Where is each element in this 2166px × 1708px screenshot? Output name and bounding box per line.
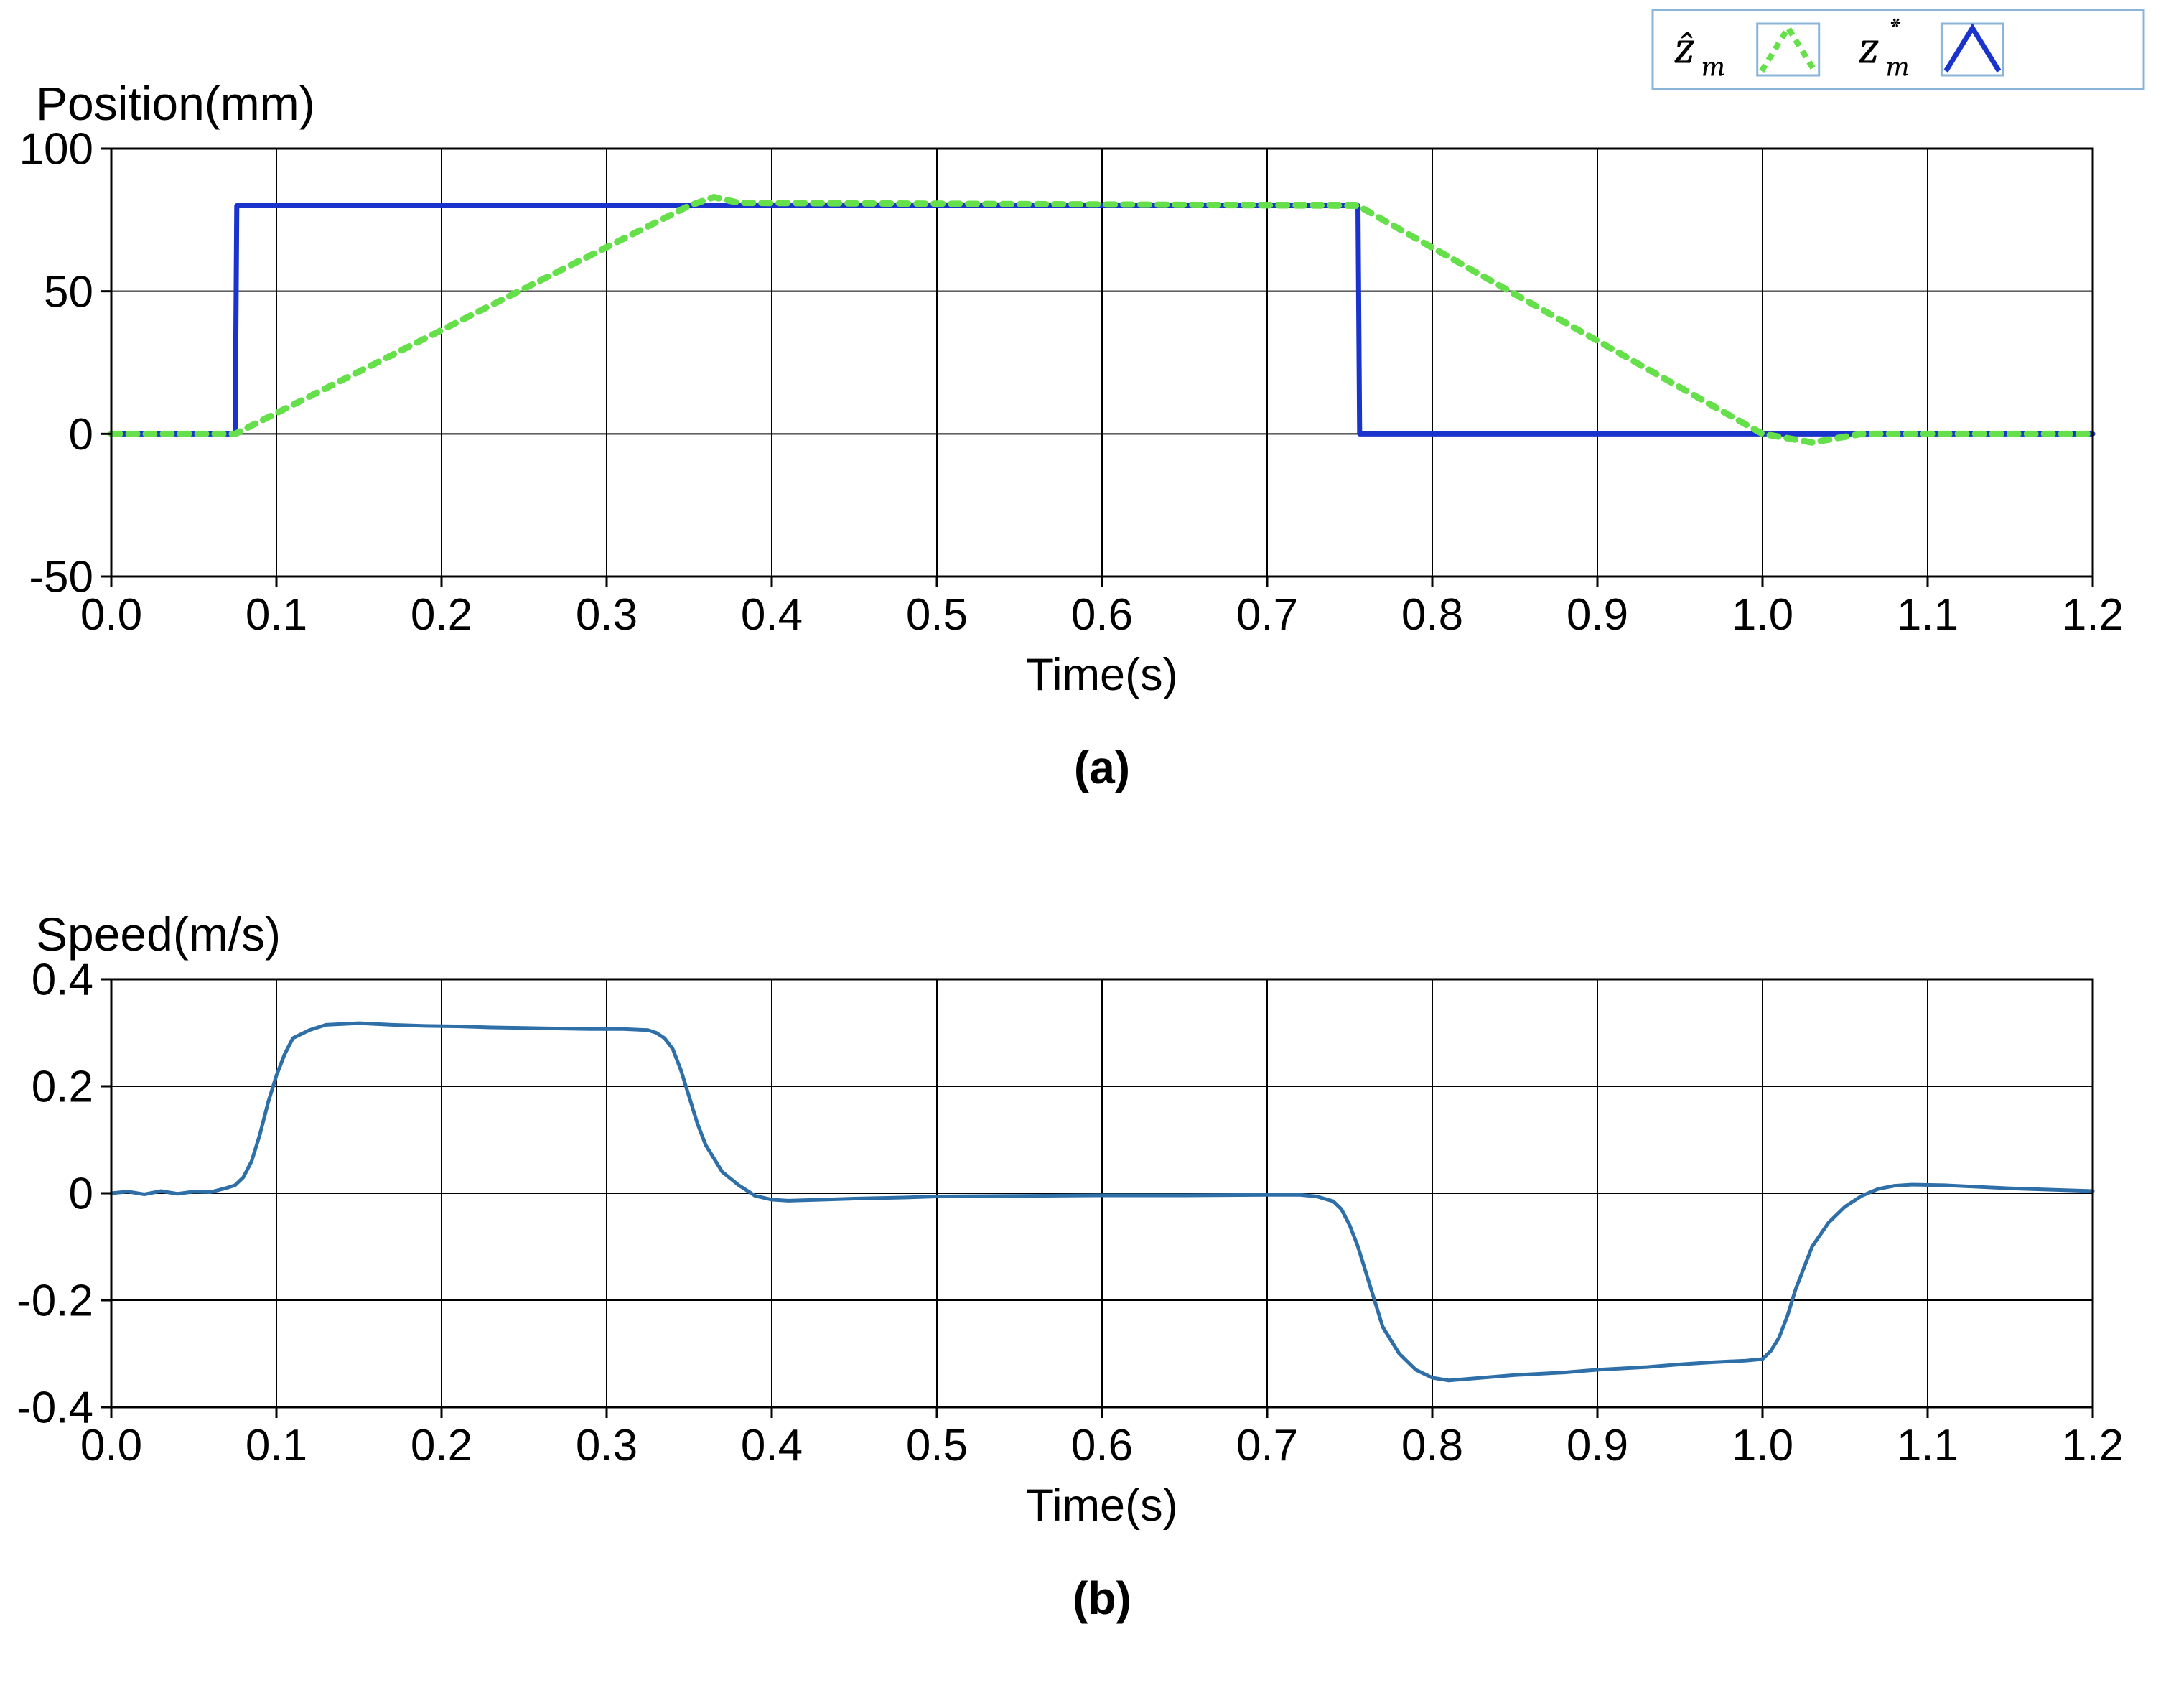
figure: 0.00.10.20.30.40.50.60.70.80.91.01.11.2-… xyxy=(0,0,2166,1708)
x-tick-label: 0.9 xyxy=(1567,590,1628,640)
legend-label: z xyxy=(1859,20,1880,75)
y-tick-label: 0.2 xyxy=(32,1063,93,1112)
x-tick-label: 0.6 xyxy=(1071,1421,1133,1470)
y-tick-label: -0.4 xyxy=(17,1383,93,1433)
x-tick-label: 1.2 xyxy=(2062,590,2124,640)
x-axis-label: Time(s) xyxy=(1026,650,1177,700)
x-tick-label: 0.3 xyxy=(576,1421,638,1470)
x-tick-label: 1.1 xyxy=(1897,1421,1959,1470)
legend-label: ẑ xyxy=(1674,20,1695,75)
x-tick-label: 0.7 xyxy=(1236,1421,1298,1470)
x-tick-label: 0.8 xyxy=(1401,590,1463,640)
x-tick-label: 1.0 xyxy=(1732,590,1793,640)
x-tick-label: 0.2 xyxy=(411,590,472,640)
y-tick-label: 100 xyxy=(19,125,93,174)
y-tick-label: 0.4 xyxy=(32,956,93,1005)
legend-label-sub: m xyxy=(1701,50,1725,83)
x-tick-label: 0.3 xyxy=(576,590,638,640)
x-tick-label: 0.6 xyxy=(1071,590,1133,640)
x-tick-label: 0.5 xyxy=(906,1421,968,1470)
x-tick-label: 0.9 xyxy=(1567,1421,1628,1470)
sub-label: (a) xyxy=(1074,742,1130,793)
x-tick-label: 0.4 xyxy=(741,1421,803,1470)
y-tick-label: 50 xyxy=(44,267,93,317)
sub-label: (b) xyxy=(1073,1572,1131,1624)
legend-label-sup: * xyxy=(1887,10,1901,49)
legend-label-sub: m xyxy=(1886,50,1910,83)
panel-title: Position(mm) xyxy=(36,77,315,130)
x-tick-label: 0.8 xyxy=(1401,1421,1463,1470)
y-tick-label: 0 xyxy=(69,1170,93,1219)
x-tick-label: 0.7 xyxy=(1236,590,1298,640)
x-tick-label: 0.2 xyxy=(411,1421,472,1470)
x-tick-label: 1.2 xyxy=(2062,1421,2124,1470)
y-tick-label: -0.2 xyxy=(17,1277,93,1326)
x-tick-label: 0.4 xyxy=(741,590,803,640)
x-tick-label: 0.1 xyxy=(246,1421,307,1470)
x-tick-label: 0.1 xyxy=(246,590,307,640)
x-tick-label: 1.0 xyxy=(1732,1421,1793,1470)
y-tick-label: 0 xyxy=(69,410,93,459)
y-tick-label: -50 xyxy=(29,553,93,602)
x-tick-label: 1.1 xyxy=(1897,590,1959,640)
x-tick-label: 0.5 xyxy=(906,590,968,640)
panel-title: Speed(m/s) xyxy=(36,907,281,961)
x-axis-label: Time(s) xyxy=(1026,1480,1177,1531)
